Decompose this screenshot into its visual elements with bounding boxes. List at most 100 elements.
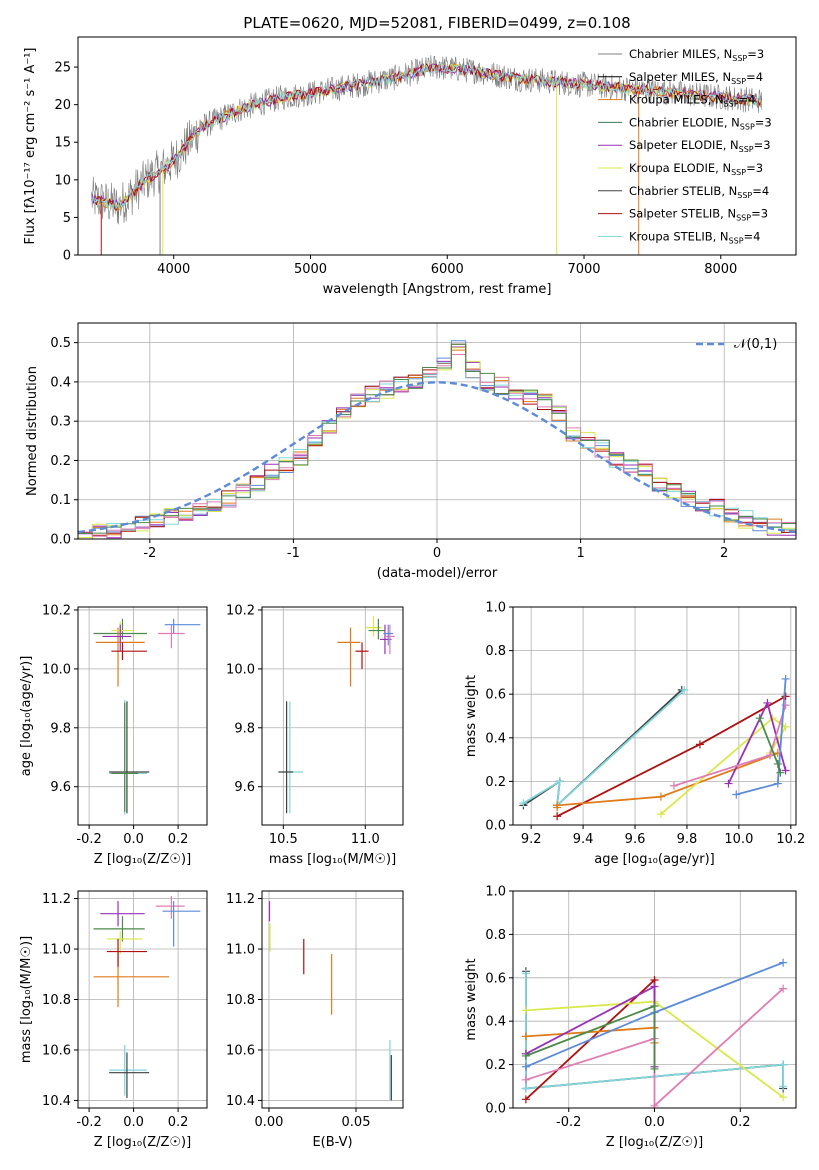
- plot-area-residuals: [78, 340, 796, 539]
- legend-label: Kroupa ELODIE, NSSP=3: [629, 161, 763, 177]
- mw-age-kroupa-elodie-line: [660, 717, 787, 815]
- axes-mass-vs-ebv: 0.00 0.05 10.4 10.6 10.8 11.0 11.2 E(B-V): [226, 890, 404, 1150]
- grid-mass-vs-z: [78, 891, 207, 1108]
- mw-z-kroupa-stelib-marker: [779, 1060, 788, 1069]
- mw-age-kroupa-elodie-marker: [781, 722, 790, 731]
- panel-residuals: -2 -1 0 1 2 0.0 0.1 0.2 0.3 0.4 0.5 (data-model)/er…: [25, 322, 797, 581]
- legend-label: Salpeter STELIB, NSSP=3: [629, 207, 768, 223]
- mw-z-green-marker: [650, 1002, 659, 1011]
- x-tick-label: 1: [576, 546, 584, 561]
- mw-age-pink-marker: [766, 751, 775, 760]
- x-tick-label: 0.2: [168, 832, 189, 847]
- mw-age-salpeter-elodie-marker: [763, 698, 772, 707]
- x-tick-label: 0.2: [168, 1115, 189, 1130]
- y-tick-label: 0.8: [485, 644, 506, 659]
- y-tick-label: 9.8: [234, 721, 255, 736]
- x-tick-label: -0.2: [556, 1115, 581, 1130]
- plot-area-age-vs-z: [93, 618, 201, 815]
- x-tick-label: 0.0: [644, 1115, 665, 1130]
- mw-age-salpeter-stelib-marker: [553, 812, 562, 821]
- y-axis-label: mass weight: [464, 675, 479, 757]
- x-tick-label: 9.8: [677, 832, 698, 847]
- x-tick-label: 6000: [431, 262, 464, 277]
- normal-curve: [78, 381, 796, 534]
- legend-label: Salpeter ELODIE, NSSP=3: [629, 138, 771, 154]
- x-tick-label: 2: [720, 546, 728, 561]
- mw-age-salpeter-elodie-marker: [781, 766, 790, 775]
- mw-age-kroupa-miles-marker: [656, 792, 665, 801]
- legend-label: Chabrier ELODIE, NSSP=3: [629, 115, 772, 131]
- y-tick-label: 0.2: [485, 775, 506, 790]
- y-tick-label: 9.6: [234, 780, 255, 795]
- mw-z-kroupa-miles-marker: [521, 1032, 530, 1041]
- mw-age-green-marker: [776, 768, 785, 777]
- x-tick-label: -1: [287, 546, 300, 561]
- x-tick-label: 0.0: [123, 1115, 144, 1130]
- y-tick-label: 10.4: [226, 1094, 255, 1109]
- legend-label: Kroupa MILES, NSSP=4: [629, 93, 755, 109]
- mw-age-blue-line: [736, 678, 787, 796]
- spectrum-model-line: [91, 61, 762, 211]
- y-axis-label: Flux [fλ10⁻¹⁷ erg cm⁻² s⁻¹ A⁻¹]: [23, 48, 38, 245]
- mw-z-kroupa-stelib-marker: [521, 1084, 530, 1093]
- y-tick-label: 10.2: [226, 603, 255, 618]
- mw-age-salpeter-stelib-marker: [695, 740, 704, 749]
- x-axis-label: Z [log₁₀(Z/Z☉)]: [606, 1135, 703, 1150]
- y-tick-label: 0.6: [485, 971, 506, 986]
- panel-age-vs-mass: 10.5 11.0 9.6 9.8 10.0 10.2 mass [log₁₀(M/M☉)]: [226, 603, 404, 867]
- axes-frame: [261, 606, 404, 826]
- mw-z-salpeter-elodie-marker: [650, 982, 659, 991]
- x-tick-label: -0.2: [76, 1115, 101, 1130]
- y-tick-label: 11.2: [226, 892, 255, 907]
- histogram-step: [78, 354, 796, 539]
- y-tick-label: 0.1: [50, 493, 71, 508]
- axes-frame: [77, 606, 208, 826]
- x-tick-label: 7000: [567, 262, 600, 277]
- x-tick-label: 0.2: [730, 1115, 751, 1130]
- mw-z-blue-marker: [521, 1062, 530, 1071]
- plot-area-age-vs-mass: [278, 615, 395, 814]
- mw-age-blue-marker: [773, 779, 782, 788]
- mw-z-green-marker: [650, 1064, 659, 1073]
- panel-massweight-vs-z: -0.2 0.0 0.2 0.0 0.2 0.4 0.6 0.8 1.0 Z [log₁₀(Z/Z…: [464, 885, 797, 1150]
- x-tick-label: -2: [143, 546, 156, 561]
- y-tick-label: 9.8: [50, 721, 71, 736]
- y-tick-label: 10.2: [42, 603, 71, 618]
- axes-spectrum: 4000 5000 6000 7000 8000 0 5 10 15 20 25 wavelength…: [23, 36, 797, 297]
- mw-age-salpeter-elodie-marker: [724, 779, 733, 788]
- axes-mass-vs-z: -0.2 0.0 0.2 10.4 10.6 10.8 11.0 11.2 Z [log₁₀(Z…: [19, 890, 208, 1150]
- grid-age-vs-z: [78, 607, 207, 825]
- y-tick-label: 1.0: [485, 601, 506, 616]
- x-axis-label: (data-model)/error: [377, 566, 498, 581]
- grid-age-vs-mass: [262, 607, 403, 825]
- legend-label: Salpeter MILES, NSSP=4: [629, 70, 763, 86]
- x-axis-label: Z [log₁₀(Z/Z☉)]: [94, 852, 191, 867]
- mw-z-kroupa-stelib-marker: [779, 1082, 788, 1091]
- axes-frame: [512, 606, 797, 826]
- y-tick-label: 10.6: [42, 1043, 71, 1058]
- x-axis-label: wavelength [Angstrom, rest frame]: [323, 282, 552, 297]
- mw-age-salpeter-stelib-marker: [781, 692, 790, 701]
- histogram-step: [78, 343, 796, 539]
- y-tick-label: 10.8: [42, 993, 71, 1008]
- y-axis-label: age [log₁₀(age/yr)]: [19, 656, 34, 777]
- y-tick-label: 0.0: [485, 819, 506, 834]
- mw-age-salpeter-stelib-line: [556, 695, 787, 818]
- legend-label: 𝒩(0,1): [734, 337, 777, 352]
- mw-age-kroupa-stelib-marker: [555, 777, 564, 786]
- x-axis-label: mass [log₁₀(M/M☉)]: [269, 852, 396, 867]
- mw-age-pink-marker: [669, 781, 678, 790]
- mw-z-kroupa-elodie-marker: [779, 1093, 788, 1102]
- mw-age-green-marker: [755, 714, 764, 723]
- mw-age-blue-marker: [732, 790, 741, 799]
- mw-z-blue-marker: [779, 958, 788, 967]
- mw-z-pink-marker: [521, 1075, 530, 1084]
- axes-age-vs-z: -0.2 0.0 0.2 9.6 9.8 10.0 10.2 Z [log₁₀(Z/Z☉)] a…: [19, 603, 208, 867]
- x-tick-label: 11.0: [351, 832, 380, 847]
- axes-residuals: -2 -1 0 1 2 0.0 0.1 0.2 0.3 0.4 0.5 (data-model)/er…: [25, 322, 797, 581]
- y-tick-label: 9.6: [50, 780, 71, 795]
- mw-z-kroupa-stelib-marker: [521, 969, 530, 978]
- mw-age-kroupa-stelib-marker: [519, 799, 528, 808]
- panel-age-vs-z: -0.2 0.0 0.2 9.6 9.8 10.0 10.2 Z [log₁₀(Z/Z☉)] a…: [19, 603, 208, 867]
